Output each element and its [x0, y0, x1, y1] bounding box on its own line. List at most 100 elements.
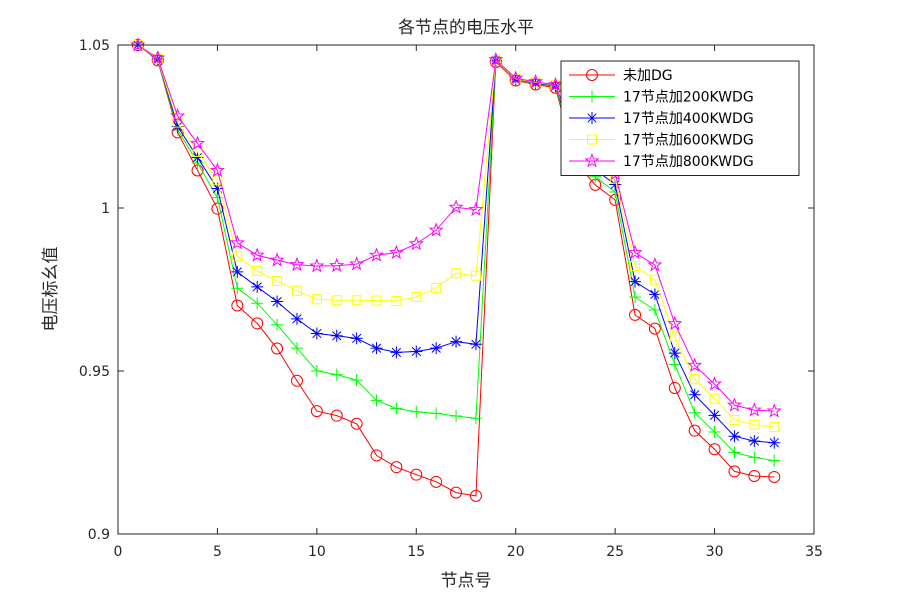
data-point [411, 291, 422, 302]
data-point [311, 294, 322, 305]
data-point [431, 282, 442, 293]
data-point [350, 374, 363, 387]
axes-box [117, 44, 815, 535]
data-point [547, 76, 564, 92]
data-point [469, 489, 482, 502]
data-point [331, 295, 342, 306]
legend-marker [584, 153, 600, 168]
data-point [351, 295, 362, 306]
data-point [370, 449, 383, 462]
data-point [748, 469, 761, 482]
data-point [669, 331, 680, 342]
data-point [349, 256, 365, 271]
data-point [450, 486, 463, 499]
y-tick-label: 0.95 [79, 364, 110, 380]
data-point [707, 376, 723, 391]
data-point [488, 51, 504, 67]
data-point [231, 282, 244, 295]
data-point [609, 178, 622, 191]
legend-label: 17节点加400KWDG [623, 111, 754, 127]
data-point [430, 342, 443, 355]
data-point [410, 405, 423, 418]
data-point [648, 304, 661, 317]
data-point [529, 77, 542, 90]
series-line [137, 44, 775, 497]
data-point [171, 120, 184, 133]
data-point [150, 50, 166, 65]
data-point [469, 338, 482, 351]
data-point [688, 406, 701, 419]
data-point [470, 270, 481, 281]
legend-marker [586, 90, 598, 103]
data-point [192, 146, 203, 157]
data-point [251, 317, 264, 330]
legend: 未加DG 17节点加200KWDG 17节点加400KWDG 17节点加600KWDG… [560, 60, 800, 176]
data-point [330, 368, 343, 381]
data-point [728, 430, 741, 443]
data-point [330, 329, 343, 342]
data-point [490, 55, 501, 66]
legend-label: 17节点加800KWDG [623, 154, 754, 170]
data-point [667, 315, 683, 331]
data-point [271, 342, 284, 355]
data-point [370, 394, 383, 407]
data-point [768, 454, 781, 467]
data-point [687, 357, 703, 372]
data-point [390, 346, 403, 359]
x-tick-label: 10 [308, 544, 326, 560]
legend-label: 未加DG [623, 68, 673, 84]
data-point [668, 381, 681, 394]
legend-label: 17节点加200KWDG [623, 90, 754, 106]
legend-item: 17节点加600KWDG [569, 133, 754, 149]
data-point [290, 374, 303, 387]
data-point [388, 244, 404, 260]
data-point [130, 37, 146, 52]
data-point [629, 275, 642, 288]
data-point [629, 308, 642, 321]
x-tick-label: 30 [706, 544, 724, 560]
axis-layer: 0 5 10 15 20 25 30 35 0.9 0.95 1 1.05 [79, 38, 823, 560]
data-point [708, 443, 721, 456]
data-point [371, 295, 382, 306]
data-point [232, 251, 243, 262]
data-point [528, 73, 544, 89]
data-point [468, 201, 484, 217]
data-point [290, 312, 303, 325]
data-point [448, 199, 464, 214]
data-point [766, 403, 782, 418]
data-point [310, 365, 323, 377]
data-point [231, 299, 244, 312]
data-point [391, 295, 402, 306]
data-point [289, 256, 305, 272]
data-point [390, 402, 403, 415]
y-axis-title: 电压标幺值 [41, 247, 61, 332]
legend-item: 17节点加400KWDG [569, 111, 754, 127]
data-point [746, 402, 762, 417]
data-point [430, 475, 443, 488]
x-axis-title: 节点号 [441, 571, 492, 591]
data-point [251, 280, 264, 293]
data-point [229, 234, 245, 250]
data-point [668, 358, 681, 371]
data-point [708, 425, 721, 438]
data-point [370, 342, 383, 355]
data-point [729, 414, 740, 425]
legend-marker [586, 112, 598, 124]
series-line [137, 44, 775, 412]
data-point [269, 252, 285, 267]
x-tick-label: 0 [114, 544, 123, 560]
legend-item: 17节点加200KWDG [569, 90, 754, 106]
data-point [211, 182, 224, 195]
x-tick-label: 20 [507, 544, 525, 560]
data-point [271, 295, 284, 308]
data-point [191, 151, 204, 164]
legend-item: 未加DG [569, 68, 673, 84]
data-point [469, 412, 482, 425]
x-tick-label: 5 [213, 544, 222, 560]
data-point [290, 342, 303, 355]
data-point [689, 374, 700, 385]
data-point [629, 290, 642, 303]
data-point [728, 446, 741, 459]
data-point [768, 436, 781, 449]
